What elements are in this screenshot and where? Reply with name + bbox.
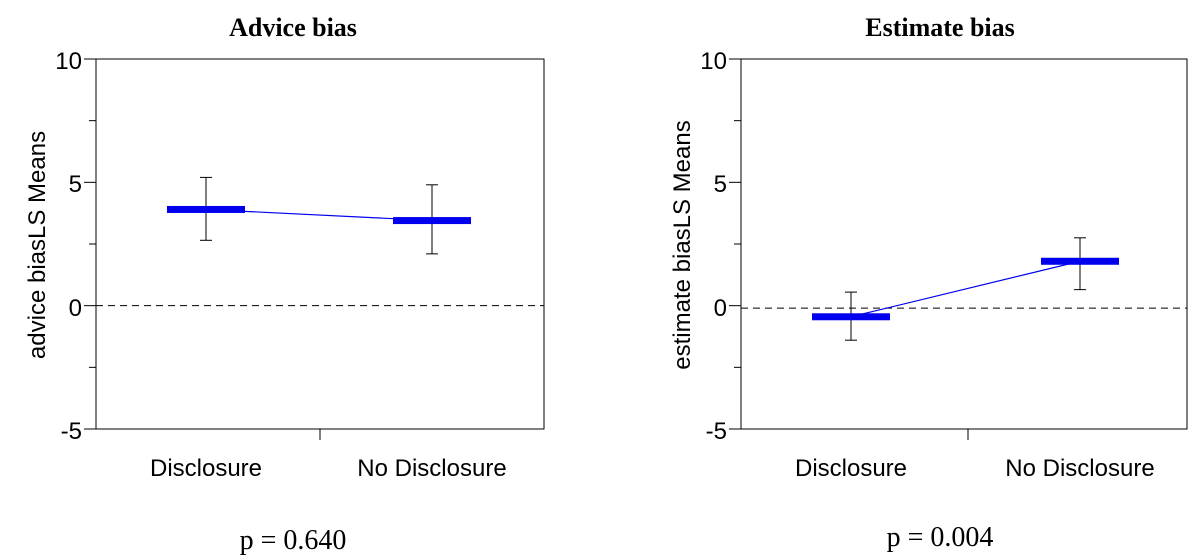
plot-frame xyxy=(95,58,545,430)
mean-marker xyxy=(812,313,890,321)
y-tick-label: 5 xyxy=(69,171,82,198)
y-axis-label: advice biasLS Means xyxy=(24,131,51,359)
series-connector-line xyxy=(850,260,1081,318)
y-tick-label: 10 xyxy=(700,48,727,75)
y-axis xyxy=(84,58,96,430)
plot-frame xyxy=(740,58,1188,430)
chart-title: Estimate bias xyxy=(865,13,1015,42)
y-tick-label: 5 xyxy=(714,171,727,198)
x-category-label: Disclosure xyxy=(150,455,262,482)
chart-title: Advice bias xyxy=(229,13,357,42)
x-category-label: Disclosure xyxy=(795,455,907,482)
p-value-annotation: p = 0.004 xyxy=(887,522,994,553)
x-category-label: No Disclosure xyxy=(357,455,506,482)
estimate-bias-panel: Estimate bias estimate biasLS Means 10 5… xyxy=(669,13,1188,553)
y-axis-label: estimate biasLS Means xyxy=(669,120,696,369)
mean-marker xyxy=(167,205,245,213)
y-tick-label: 10 xyxy=(55,48,82,75)
p-value-annotation: p = 0.640 xyxy=(240,525,347,556)
y-tick-label: -5 xyxy=(706,418,727,445)
y-tick-label: -5 xyxy=(61,418,82,445)
advice-bias-panel: Advice bias advice biasLS Means 10 5 0 -… xyxy=(24,13,545,556)
y-axis xyxy=(729,58,741,430)
x-category-label: No Disclosure xyxy=(1005,455,1154,482)
mean-marker xyxy=(393,217,471,225)
y-tick-label: 0 xyxy=(69,295,82,322)
y-tick-label: 0 xyxy=(714,295,727,322)
mean-marker xyxy=(1041,257,1119,265)
